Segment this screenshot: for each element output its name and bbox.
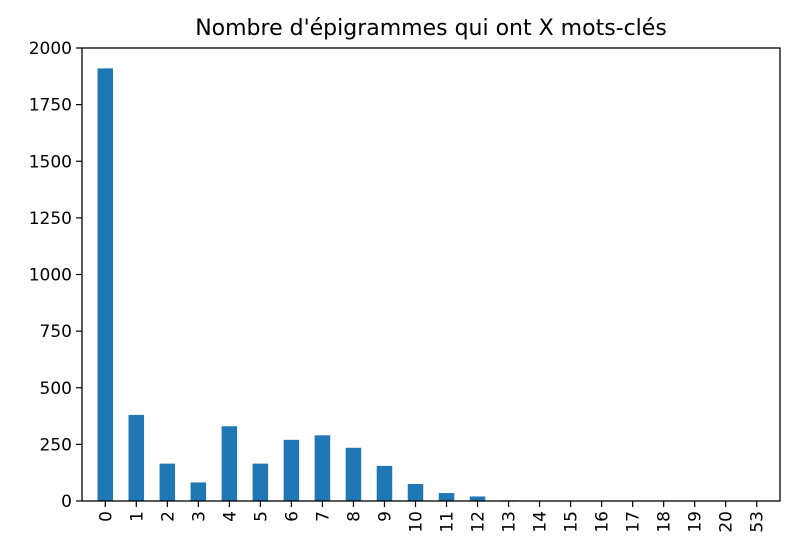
bars-group (97, 68, 765, 501)
x-tick-label: 11 (438, 511, 458, 533)
x-tick-label: 3 (189, 511, 209, 522)
x-tick-label: 10 (406, 511, 426, 533)
x-tick-label: 16 (593, 511, 613, 533)
y-tick-label: 1500 (29, 152, 72, 172)
x-tick-label: 53 (748, 511, 768, 533)
x-tick-label: 19 (686, 511, 706, 533)
x-tick-label: 2 (158, 511, 178, 522)
x-tick-label: 13 (500, 511, 520, 533)
y-axis: 0 250 500 750 1000 1250 1500 1750 2000 (29, 39, 82, 512)
y-tick-label: 750 (40, 322, 72, 342)
y-tick-label: 1750 (29, 96, 72, 116)
bar-12 (469, 496, 486, 501)
x-tick-label: 9 (375, 511, 395, 522)
y-tick-label: 1250 (29, 209, 72, 229)
x-tick-label: 18 (655, 511, 675, 533)
bar-2 (159, 463, 176, 501)
bar-7 (314, 435, 331, 501)
x-tick-label: 6 (282, 511, 302, 522)
y-tick-label: 500 (40, 379, 72, 399)
bar-6 (283, 439, 300, 501)
plot-frame (81, 47, 781, 502)
x-tick-label: 8 (344, 511, 364, 522)
x-tick-label: 15 (562, 511, 582, 533)
bar-9 (376, 465, 393, 501)
bar-4 (221, 426, 238, 501)
bar-1 (128, 414, 145, 501)
bar-8 (345, 447, 362, 501)
y-tick-label: 1000 (29, 266, 72, 286)
x-tick-label: 7 (313, 511, 333, 522)
x-tick-label: 0 (96, 511, 116, 522)
x-tick-label: 4 (220, 511, 240, 522)
y-tick-label: 250 (40, 435, 72, 455)
bar-3 (190, 482, 207, 501)
bar-11 (438, 493, 455, 501)
chart-title: Nombre d'épigrammes qui ont X mots-clés (195, 16, 667, 41)
y-tick-label: 0 (61, 492, 72, 512)
x-tick-label: 14 (531, 511, 551, 533)
x-tick-label: 20 (717, 511, 737, 533)
bar-10 (407, 484, 424, 501)
x-tick-label: 12 (469, 511, 489, 533)
x-tick-label: 1 (127, 511, 147, 522)
x-axis: 0 1 2 3 4 5 6 7 8 9 10 11 12 13 14 15 16 17 18 19 20 53 (96, 501, 768, 533)
x-tick-label: 17 (624, 511, 644, 533)
x-tick-label: 5 (251, 511, 271, 522)
bar-0 (97, 68, 114, 501)
bar-5 (252, 463, 269, 501)
y-tick-label: 2000 (29, 39, 72, 59)
